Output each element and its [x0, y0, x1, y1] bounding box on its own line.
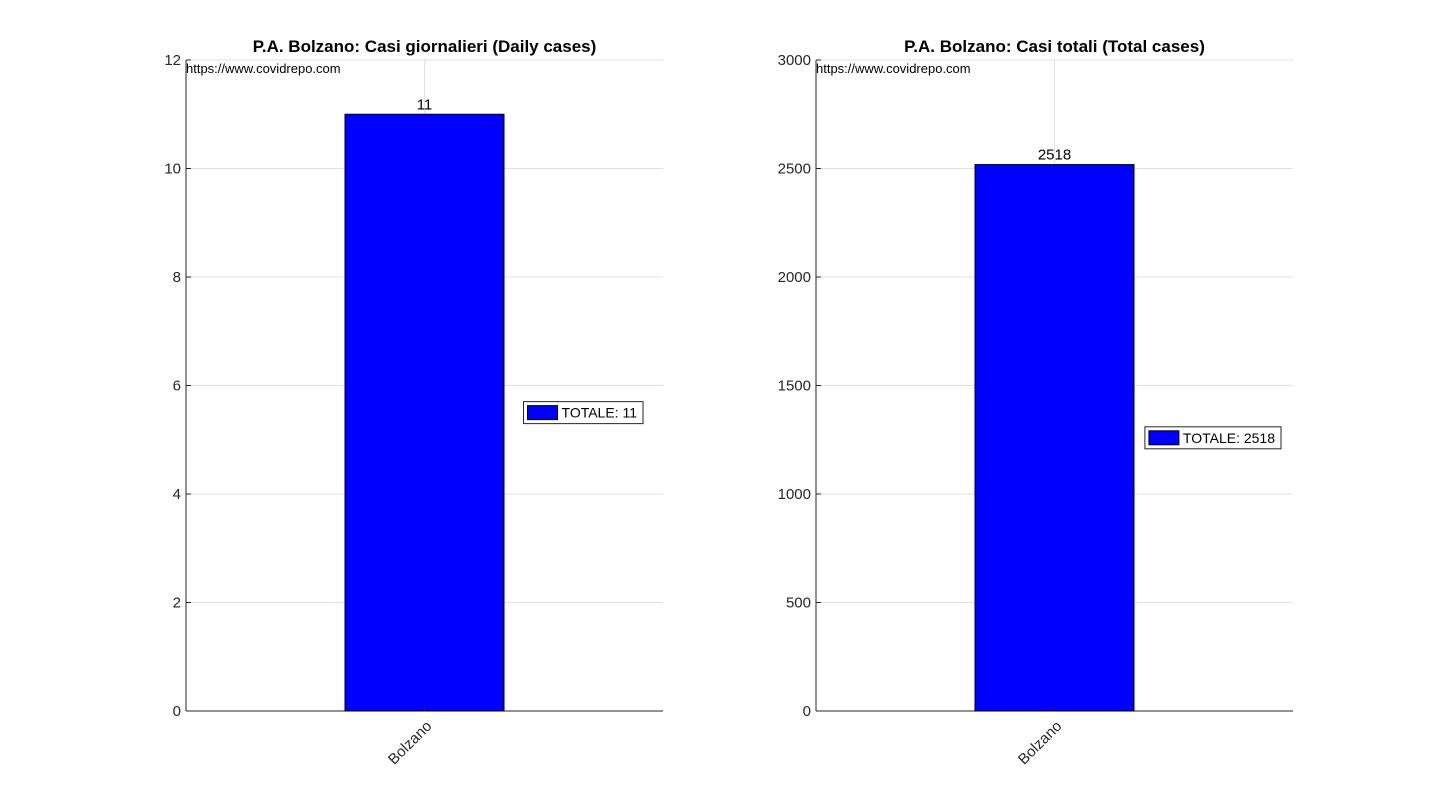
total-cases-chart: P.A. Bolzano: Casi totali (Total cases) … [778, 37, 1293, 768]
bar-data-label: 11 [417, 96, 433, 113]
daily-cases-chart: P.A. Bolzano: Casi giornalieri (Daily ca… [164, 37, 663, 768]
y-tick-label: 1500 [778, 378, 811, 395]
legend-swatch [1148, 430, 1180, 446]
y-tick-label: 8 [173, 269, 181, 286]
bar [974, 164, 1135, 712]
y-tick-label: 4 [173, 486, 181, 503]
y-tick-label: 10 [164, 161, 181, 178]
y-tick-label: 500 [786, 595, 811, 612]
y-tick-label: 12 [164, 52, 181, 69]
source-url-label: https://www.covidrepo.com [816, 61, 971, 76]
y-tick-label: 3000 [778, 52, 811, 69]
chart-title: P.A. Bolzano: Casi totali (Total cases) [904, 37, 1205, 56]
bar [344, 113, 505, 712]
bar-data-label: 2518 [1038, 147, 1071, 164]
chart-title: P.A. Bolzano: Casi giornalieri (Daily ca… [253, 37, 597, 56]
y-tick-label: 0 [173, 703, 181, 720]
source-url-label: https://www.covidrepo.com [186, 61, 341, 76]
x-tick-label: Bolzano [385, 718, 435, 768]
legend: TOTALE: 11 [523, 401, 644, 425]
legend-entry-label: TOTALE: 11 [562, 405, 638, 421]
legend: TOTALE: 2518 [1144, 426, 1282, 450]
y-tick-label: 0 [803, 703, 811, 720]
y-tick-label: 2500 [778, 161, 811, 178]
x-tick-label: Bolzano [1015, 718, 1065, 768]
y-tick-label: 2000 [778, 269, 811, 286]
y-tick-label: 6 [173, 378, 181, 395]
legend-swatch [527, 405, 559, 421]
y-tick-label: 1000 [778, 486, 811, 503]
y-tick-label: 2 [173, 595, 181, 612]
legend-entry-label: TOTALE: 2518 [1183, 430, 1275, 446]
